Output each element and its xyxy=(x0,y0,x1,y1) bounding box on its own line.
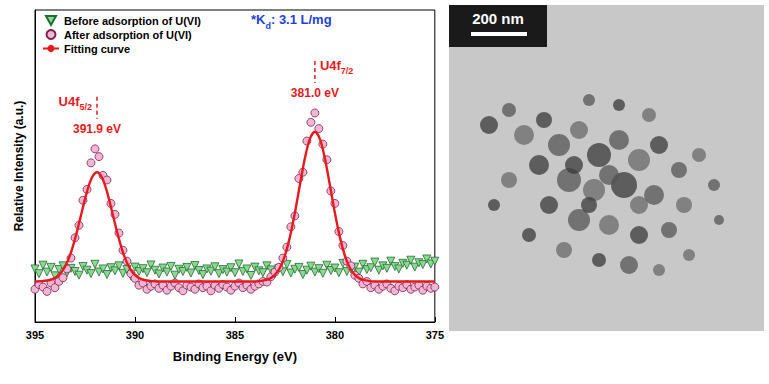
svg-text:U4f: U4f xyxy=(59,94,81,109)
svg-text:7/2: 7/2 xyxy=(341,66,354,76)
svg-text:381.0 eV: 381.0 eV xyxy=(291,86,339,100)
svg-text:U4f: U4f xyxy=(320,58,342,73)
svg-text:200 nm: 200 nm xyxy=(472,10,524,27)
svg-text:After adsorption of U(VI): After adsorption of U(VI) xyxy=(64,29,192,41)
svg-text:d: d xyxy=(265,20,271,31)
svg-text:390: 390 xyxy=(126,329,144,341)
svg-text:Fitting curve: Fitting curve xyxy=(64,43,130,55)
svg-text:Before adsorption of U(VI): Before adsorption of U(VI) xyxy=(64,15,201,27)
svg-text:Relative Intensity (a.u.): Relative Intensity (a.u.) xyxy=(12,101,26,232)
svg-text:375: 375 xyxy=(426,329,444,341)
svg-text:: 3.1 L/mg: : 3.1 L/mg xyxy=(271,12,332,27)
svg-text:395: 395 xyxy=(26,329,44,341)
svg-text:391.9 eV: 391.9 eV xyxy=(73,122,121,136)
svg-text:385: 385 xyxy=(226,329,244,341)
svg-text:380: 380 xyxy=(326,329,344,341)
svg-text:Binding Energy (eV): Binding Energy (eV) xyxy=(173,349,297,364)
svg-text:5/2: 5/2 xyxy=(79,102,92,112)
svg-text:*K: *K xyxy=(251,12,266,27)
